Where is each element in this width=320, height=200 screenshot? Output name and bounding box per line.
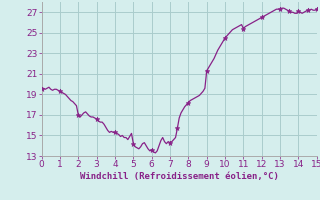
X-axis label: Windchill (Refroidissement éolien,°C): Windchill (Refroidissement éolien,°C) — [80, 172, 279, 181]
